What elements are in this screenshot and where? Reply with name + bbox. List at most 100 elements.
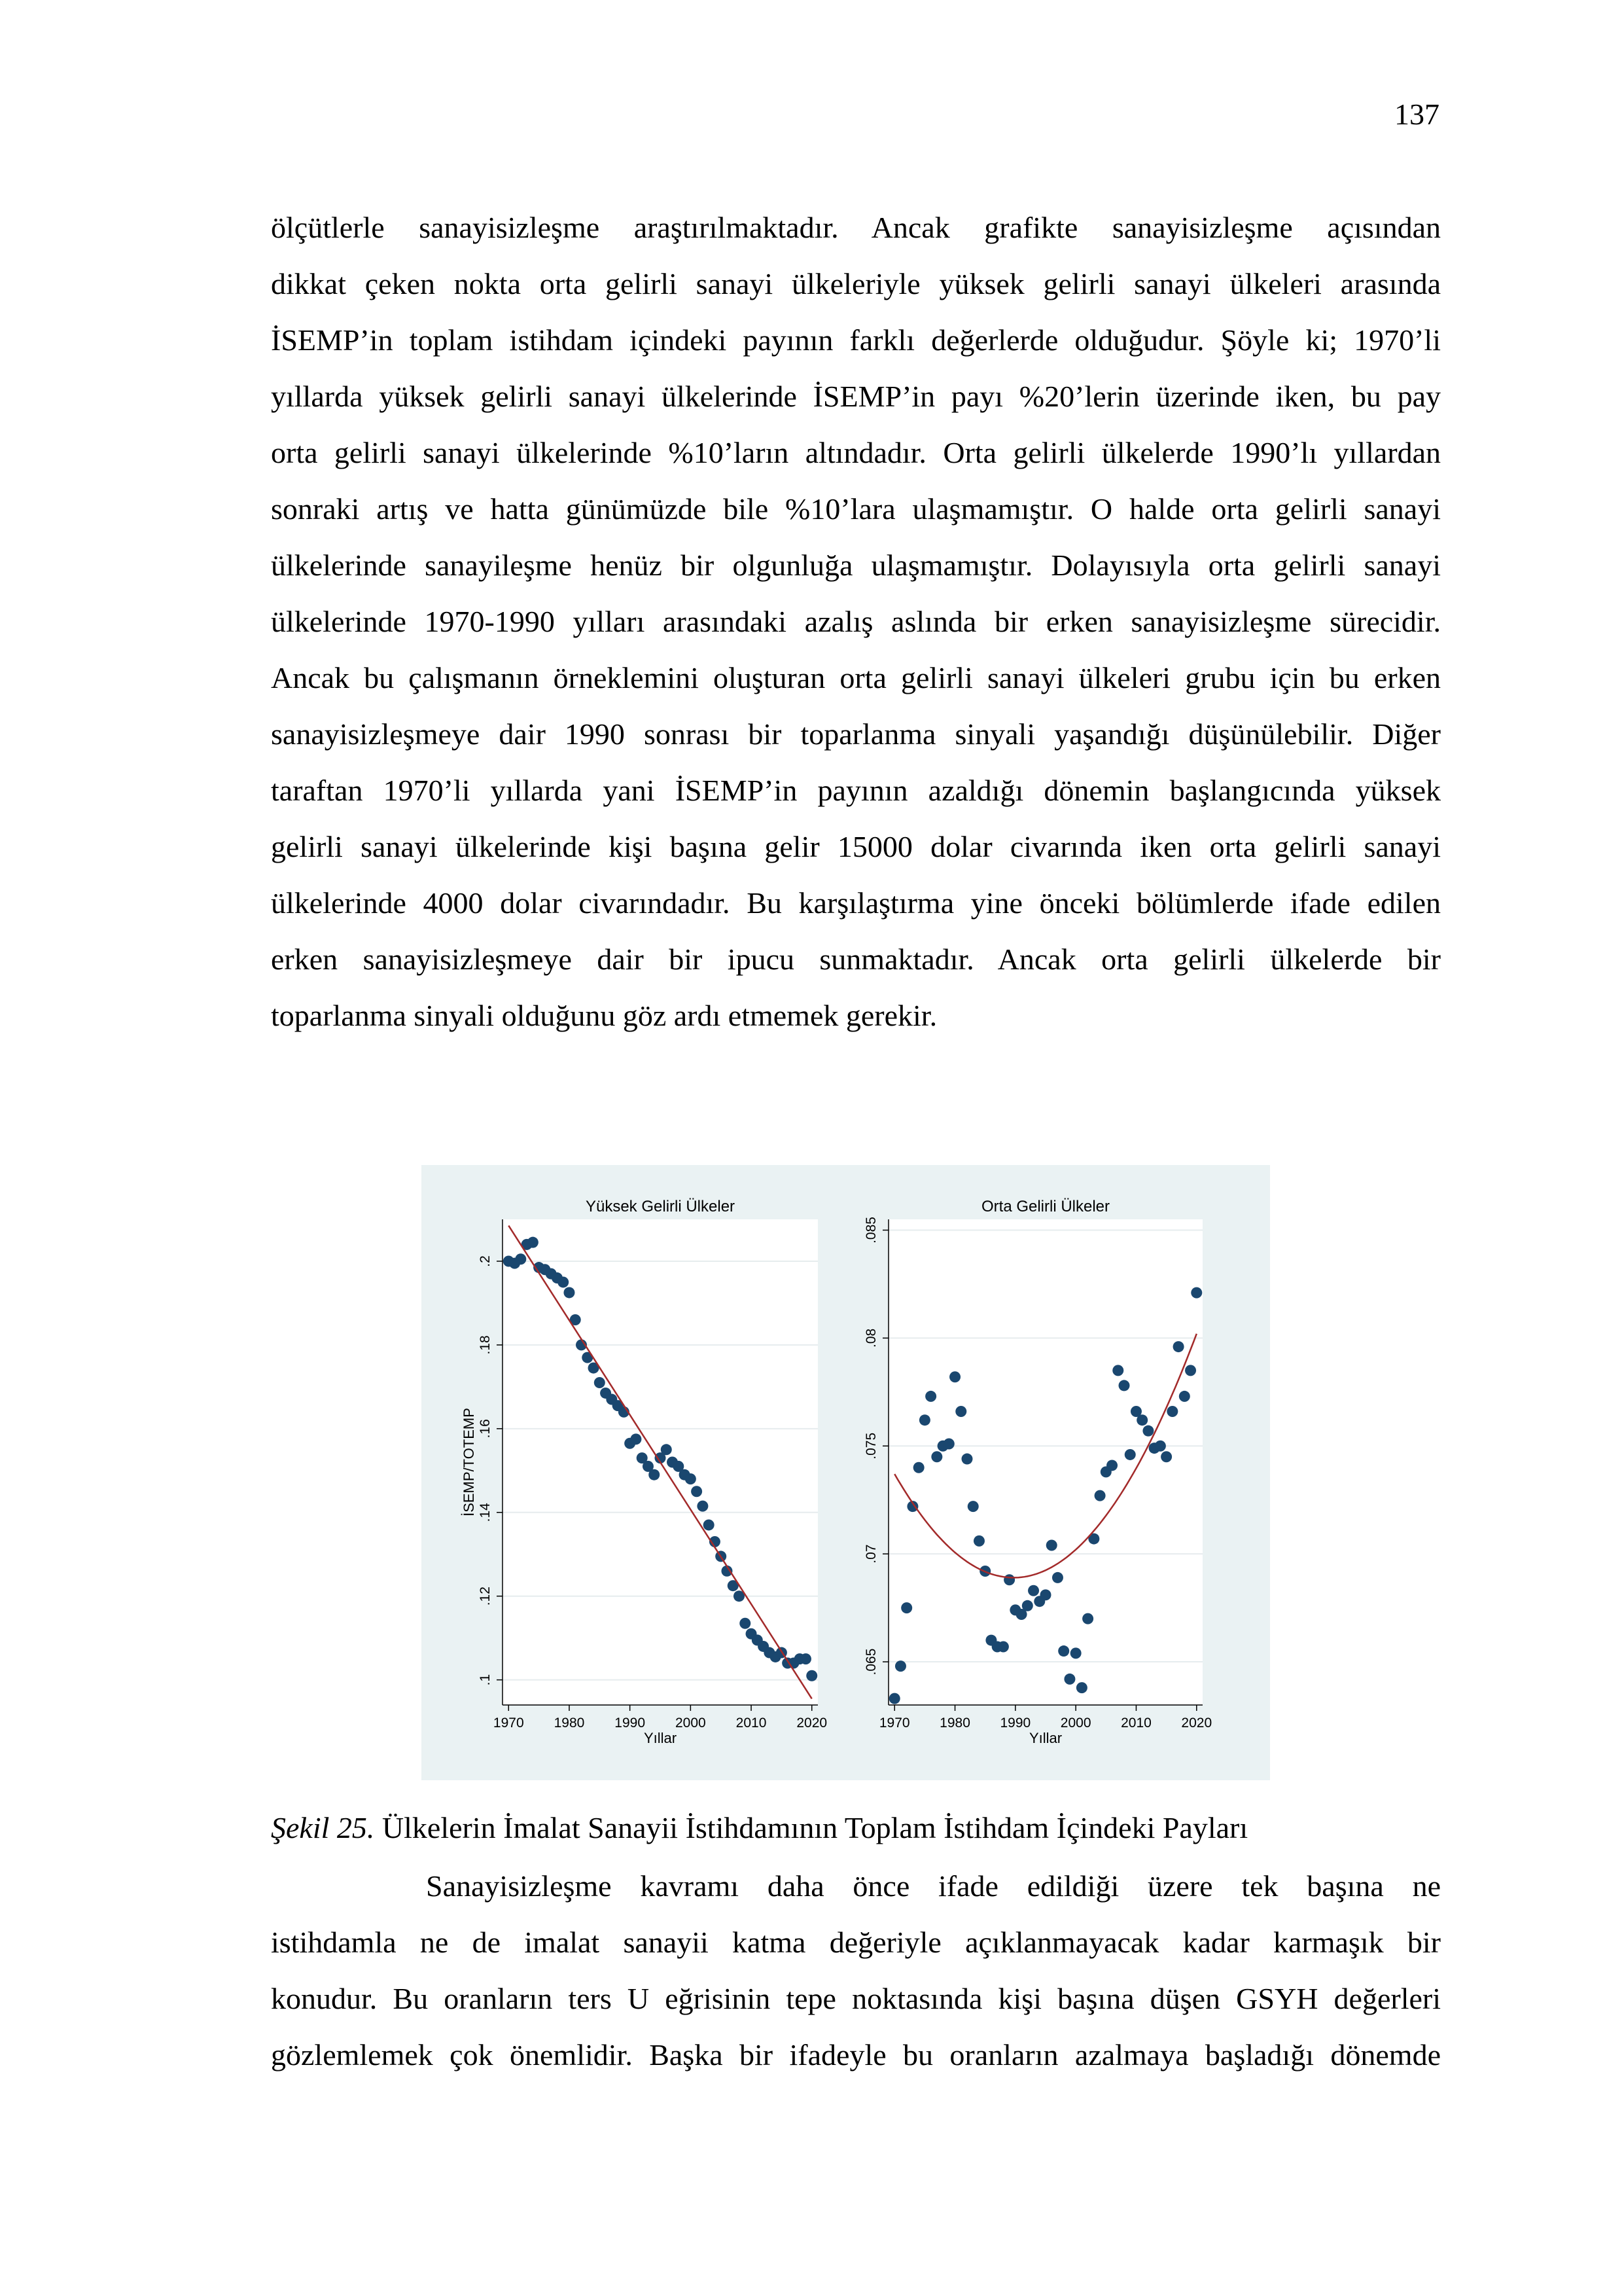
x-axis-title: Yıllar <box>1029 1730 1062 1746</box>
data-point <box>1112 1365 1124 1376</box>
chart-title: Orta Gelirli Ülkeler <box>981 1198 1110 1215</box>
data-point <box>557 1276 569 1288</box>
data-point <box>997 1641 1009 1653</box>
figure-caption-text: Ülkelerin İmalat Sanayii İstihdamının To… <box>374 1811 1248 1844</box>
data-point <box>527 1236 538 1248</box>
data-point <box>1088 1533 1100 1545</box>
data-point <box>967 1501 979 1513</box>
data-point <box>1167 1406 1178 1418</box>
text-line: Sanayisizleşme kavramı daha önce ifade e… <box>426 1869 1441 1903</box>
y-tick-label: .085 <box>864 1217 879 1244</box>
data-point <box>1094 1490 1106 1501</box>
text-line: gelirli sanayi ülkelerinde kişi başına g… <box>271 830 1441 863</box>
plot-area <box>889 1219 1203 1705</box>
data-point <box>1106 1460 1118 1471</box>
text-line: dikkat çeken nokta orta gelirli sanayi ü… <box>271 267 1441 300</box>
fitted-line <box>894 1333 1197 1579</box>
x-tick-label: 1980 <box>554 1715 585 1731</box>
text-line: taraftan 1970’li yıllarda yani İSEMP’in … <box>271 774 1441 807</box>
figure-caption-label: Şekil 25. <box>271 1811 375 1844</box>
data-point <box>806 1670 818 1681</box>
data-point <box>703 1519 715 1531</box>
data-point <box>1064 1673 1076 1685</box>
text-line: ülkelerinde sanayileşme henüz bir olgunl… <box>271 548 1441 582</box>
figure-employment-share: .1 .12 .14 .16 .18 .2 1970 1980 1990 2000 2010 2020… <box>421 1165 1270 1780</box>
text-line: erken sanayisizleşmeye dair bir ipucu su… <box>271 942 1441 976</box>
text-line: orta gelirli sanayi ülkelerinde %10’ları… <box>271 436 1441 469</box>
data-point <box>1028 1585 1040 1596</box>
chart-title: Yüksek Gelirli Ülkeler <box>586 1198 735 1215</box>
data-point <box>800 1653 811 1665</box>
text-line: yıllarda yüksek gelirli sanayi ülkelerin… <box>271 380 1441 413</box>
data-point <box>697 1500 709 1512</box>
data-point <box>673 1460 684 1472</box>
y-tick-label: .065 <box>864 1649 879 1676</box>
data-point <box>660 1444 672 1456</box>
y-tick-label: .075 <box>864 1433 879 1460</box>
data-point <box>907 1501 919 1513</box>
x-tick-label: 2010 <box>736 1715 767 1731</box>
data-point <box>961 1453 973 1465</box>
data-point <box>1142 1425 1154 1437</box>
data-point <box>1173 1341 1184 1353</box>
x-tick-label: 1970 <box>493 1715 524 1731</box>
data-point <box>515 1253 527 1265</box>
y-tick-label: .18 <box>478 1335 493 1354</box>
data-point <box>1185 1365 1197 1376</box>
data-point <box>648 1469 660 1480</box>
data-point <box>1130 1406 1142 1418</box>
x-tick-label: 1990 <box>1000 1715 1031 1731</box>
data-point <box>1076 1682 1087 1694</box>
x-tick-label: 2000 <box>1061 1715 1091 1731</box>
text-line: ölçütlerle sanayisizleşme araştırılmakta… <box>271 211 1441 244</box>
data-point <box>1118 1380 1130 1391</box>
data-point <box>1154 1440 1166 1452</box>
data-point <box>588 1362 599 1374</box>
data-point <box>721 1565 733 1577</box>
y-tick-label: .16 <box>478 1419 493 1438</box>
y-tick-label: .07 <box>864 1545 879 1564</box>
data-point <box>642 1460 654 1472</box>
data-point <box>1051 1571 1063 1583</box>
data-point <box>973 1535 985 1547</box>
data-point <box>684 1473 696 1485</box>
data-point <box>1040 1589 1051 1601</box>
x-tick-label: 2020 <box>796 1715 827 1731</box>
x-tick-label: 1970 <box>879 1715 910 1731</box>
data-point <box>739 1617 751 1629</box>
x-tick-label: 2000 <box>675 1715 706 1731</box>
y-axis-title: İSEMP/TOTEMP <box>461 1408 477 1516</box>
y-tick-label: .08 <box>864 1329 879 1348</box>
y-tick-label: .1 <box>478 1674 493 1686</box>
data-point <box>582 1352 593 1363</box>
y-tick-label: .12 <box>478 1587 493 1605</box>
data-point <box>563 1287 575 1299</box>
data-point <box>925 1390 937 1402</box>
chart-panel-1: .1 .12 .14 .16 .18 .2 1970 1980 1990 2000 2010 2020… <box>461 1198 827 1746</box>
x-tick-label: 2020 <box>1181 1715 1212 1731</box>
text-line: sanayisizleşmeye dair 1990 sonrası bir t… <box>271 717 1441 751</box>
data-point <box>1021 1600 1033 1611</box>
data-point <box>1004 1574 1015 1586</box>
data-point <box>727 1580 739 1592</box>
data-point <box>733 1590 745 1602</box>
data-point <box>1046 1539 1057 1551</box>
data-point <box>931 1451 943 1463</box>
y-tick-label: .2 <box>478 1255 493 1267</box>
text-line: toparlanma sinyali olduğunu göz ardı etm… <box>271 999 938 1032</box>
data-point <box>901 1602 913 1614</box>
text-line: gözlemlemek çok önemlidir. Başka bir ifa… <box>271 2038 1441 2072</box>
data-point <box>949 1371 961 1383</box>
fitted-line <box>508 1225 813 1700</box>
figure-caption: Şekil 25. Ülkelerin İmalat Sanayii İstih… <box>271 1810 1248 1846</box>
text-line: ülkelerinde 4000 dolar civarındadır. Bu … <box>271 886 1441 920</box>
data-point <box>569 1314 581 1326</box>
data-point <box>1137 1414 1148 1426</box>
text-line: ülkelerinde 1970-1990 yılları arasındaki… <box>271 605 1441 638</box>
data-point <box>1058 1645 1070 1657</box>
data-point <box>894 1660 906 1672</box>
data-point <box>691 1486 703 1498</box>
y-tick-label: .14 <box>478 1503 493 1522</box>
data-point <box>889 1693 900 1704</box>
text-line: konudur. Bu oranların ters U eğrisinin t… <box>271 1982 1441 2015</box>
